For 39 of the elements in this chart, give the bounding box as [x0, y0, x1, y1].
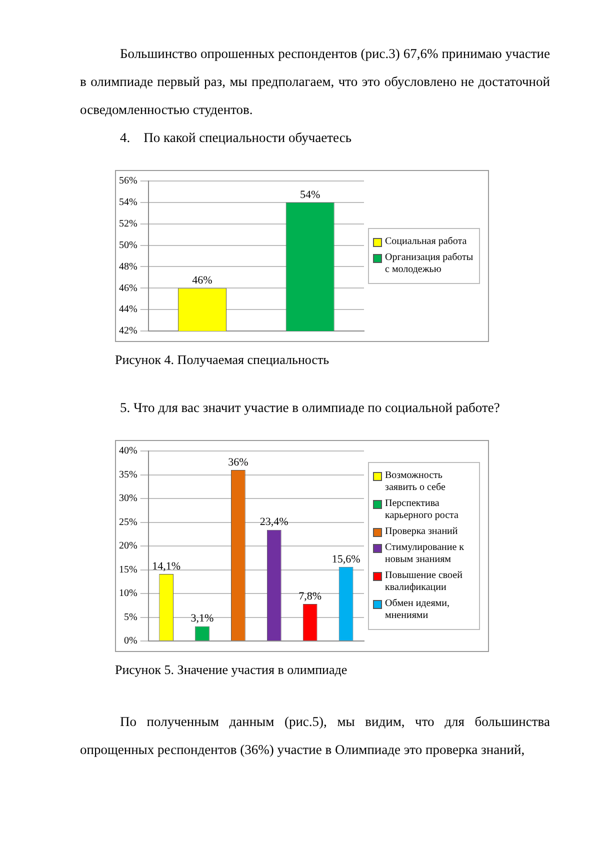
y-tick-label: 56% — [118, 176, 138, 187]
y-tick-label: 54% — [118, 197, 138, 208]
y-tick-label: 50% — [118, 240, 138, 251]
legend-label: Повышение своей квалификации — [385, 570, 464, 594]
data-label: 3,1% — [190, 612, 214, 625]
y-tick-label: 52% — [118, 218, 138, 230]
legend-label: Возможность заявить о себе — [385, 470, 446, 494]
data-label: 15,6% — [332, 553, 360, 566]
data-label: 23,4% — [260, 516, 288, 528]
data-label: 14,1% — [152, 560, 181, 572]
legend-label: Социальная работа — [385, 236, 467, 248]
data-label: 54% — [300, 188, 320, 201]
y-tick-label: 35% — [118, 469, 138, 480]
text: По полученным данным (рис.5), мы видим, что для большинства опрощенных респондентов (36%) участие в Олимпиаде это проверка знаний, — [80, 713, 550, 759]
text: Большинство опрошенных респондентов (рис.3) 67,6% принимаю участие в олимпиаде первый раз, мы предполагаем, что это обусловлено не достаточной осведомленностью студентов. — [80, 45, 550, 119]
chart-subtitle: 5. Что для вас значит участие в олимпиаде по социальной работе? — [119, 399, 501, 417]
legend-label: Организация работы с молодежью — [385, 252, 474, 276]
legend-label: Проверка знаний — [385, 526, 458, 538]
chart-subtitle: 4. По какой специальности обучаетесь — [119, 129, 353, 147]
text: Рисунок 5. Значение участия в олимпиаде — [115, 661, 348, 679]
y-tick-label: 40% — [118, 446, 138, 457]
y-tick-label: 30% — [118, 493, 138, 504]
data-label: 36% — [228, 456, 248, 468]
y-tick-label: 5% — [124, 612, 138, 623]
y-tick-label: 46% — [118, 282, 138, 294]
y-tick-label: 0% — [124, 636, 138, 647]
y-tick-label: 10% — [118, 588, 138, 600]
y-tick-label: 48% — [118, 261, 138, 272]
text: Рисунок 4. Получаемая специальность — [115, 351, 330, 369]
data-label: 46% — [192, 274, 212, 287]
legend-label: Стимулирование к новым знаниям — [385, 542, 466, 566]
legend-label: Обмен идеями, мнениями — [385, 598, 450, 622]
y-tick-label: 25% — [118, 516, 138, 528]
y-tick-label: 15% — [118, 564, 138, 576]
y-tick-label: 44% — [118, 304, 138, 316]
y-tick-label: 42% — [118, 326, 138, 337]
data-label: 7,8% — [298, 590, 322, 602]
y-tick-label: 20% — [118, 540, 138, 552]
legend-label: Перспектива карьерного роста — [385, 498, 460, 522]
